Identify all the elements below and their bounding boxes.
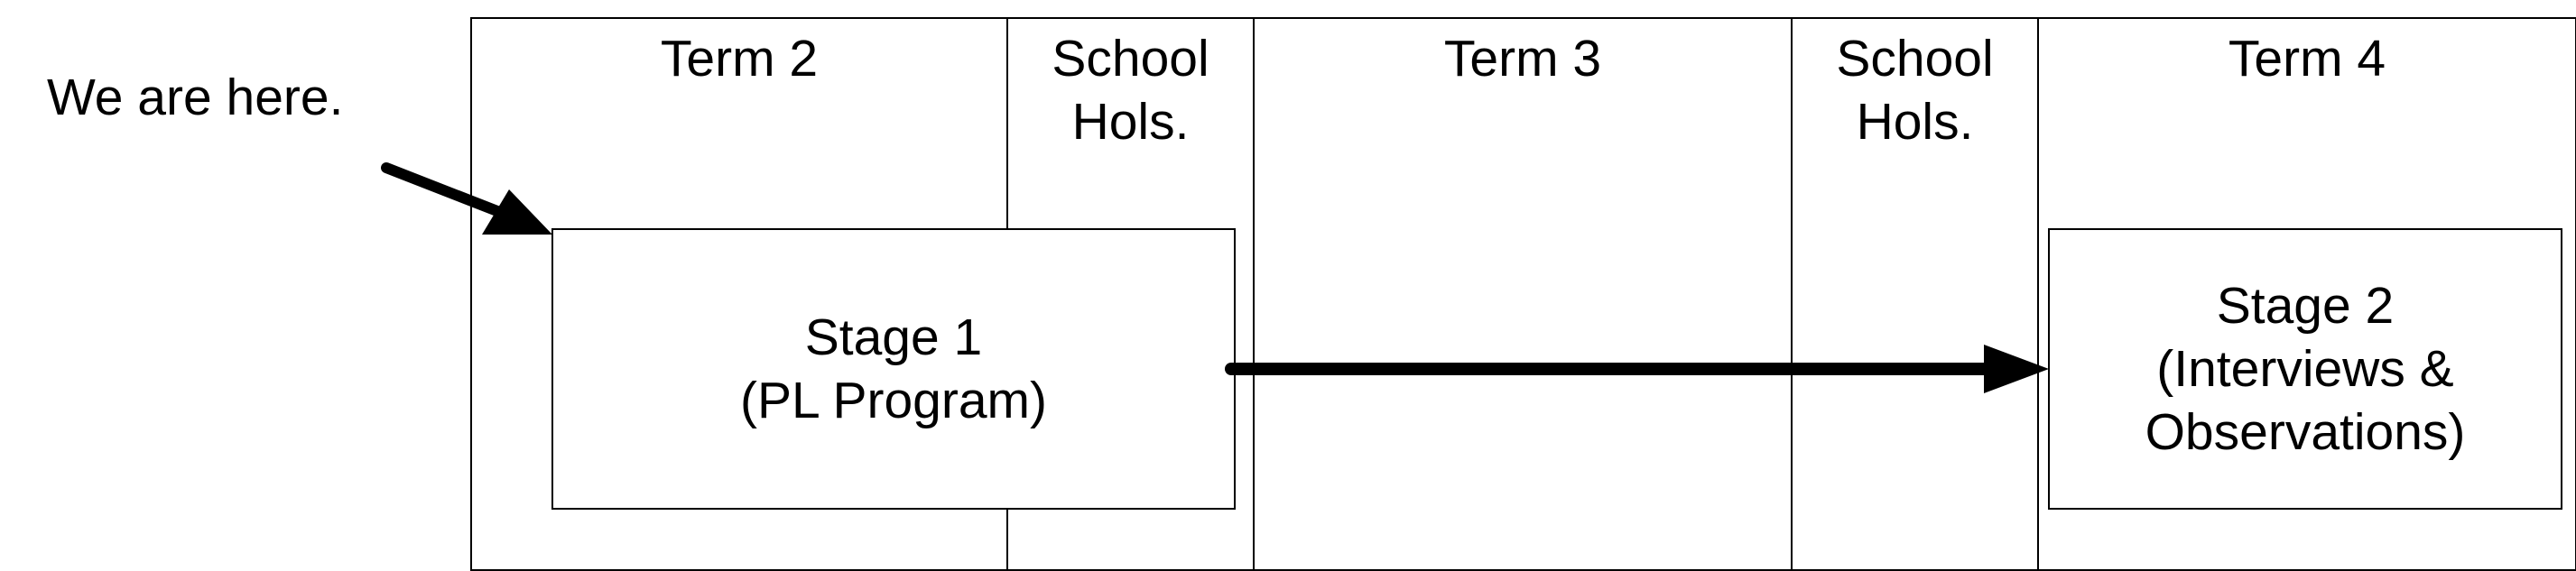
here-pointer-arrowhead <box>482 189 552 235</box>
stage2-label: Stage 2 (Interviews & Observations) <box>2145 277 2466 461</box>
column-label-school-holidays-1: School Hols. <box>1052 30 1209 151</box>
we-are-here-annotation: We are here. <box>47 69 344 126</box>
stage-connector-arrowhead <box>1984 345 2049 393</box>
column-label-term-3: Term 3 <box>1443 30 1602 87</box>
stage1-label: Stage 1 (PL Program) <box>740 309 1047 429</box>
timeline-frame <box>470 17 2576 571</box>
column-label-term-2: Term 2 <box>660 30 819 87</box>
column-label-term-4: Term 4 <box>2228 30 2386 87</box>
stage1-box <box>551 228 1236 510</box>
column-label-school-holidays-2: School Hols. <box>1836 30 1994 151</box>
here-pointer-arrow-shaft <box>381 162 507 218</box>
